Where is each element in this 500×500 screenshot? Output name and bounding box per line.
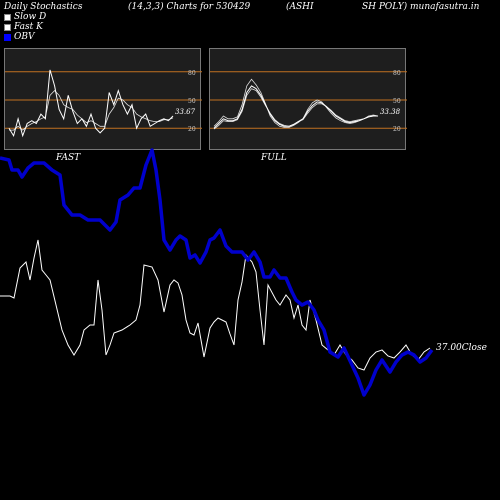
last-value-label: 33.67: [175, 108, 196, 116]
fast-k-swatch: [4, 23, 11, 31]
close-value-label: 37.00Close: [436, 343, 487, 353]
full-stochastic-panel: 80 50 20 33.38: [209, 48, 407, 150]
full-stochastic-svg: 80 50 20 33.38: [210, 70, 407, 133]
tick-label-80: 80: [393, 70, 401, 77]
chart-params: (14,3,3) Charts for 530429: [128, 2, 251, 12]
series-fast-k: [213, 78, 379, 128]
legend-label-slow-d: Slow D: [14, 12, 47, 22]
tick-label-80: 80: [188, 70, 196, 77]
full-panel-label: FULL: [261, 153, 287, 163]
tick-label-20: 20: [188, 126, 196, 133]
tick-label-50: 50: [393, 98, 401, 105]
fast-stochastic-svg: 80 50 20 33.67: [5, 69, 202, 138]
legend: Slow D Fast K OBV: [4, 12, 46, 42]
obv-line: [0, 148, 434, 397]
tick-label-20: 20: [393, 126, 401, 133]
fast-panel-label: FAST: [56, 153, 81, 163]
legend-label-obv: OBV: [14, 32, 35, 42]
legend-item-obv: OBV: [4, 32, 46, 42]
series-fast-k: [8, 69, 174, 138]
obv-swatch: [4, 33, 11, 41]
fast-stochastic-panel: 80 50 20 33.67: [4, 48, 202, 150]
series-slow-d: [9, 90, 174, 131]
chart-title: Daily Stochastics: [4, 2, 83, 12]
legend-item-slow-d: Slow D: [4, 12, 46, 22]
slow-d-swatch: [4, 13, 11, 21]
legend-label-fast-k: Fast K: [14, 22, 43, 32]
close-price-line: [0, 239, 431, 371]
tick-label-50: 50: [188, 98, 196, 105]
stock-name-part-2: SH POLY) munafasutra.in: [362, 2, 480, 12]
stock-name-part-1: (ASHI: [286, 2, 314, 12]
series-slow-d-2: [213, 88, 378, 130]
legend-item-fast-k: Fast K: [4, 22, 46, 32]
last-value-label: 33.38: [380, 108, 401, 116]
